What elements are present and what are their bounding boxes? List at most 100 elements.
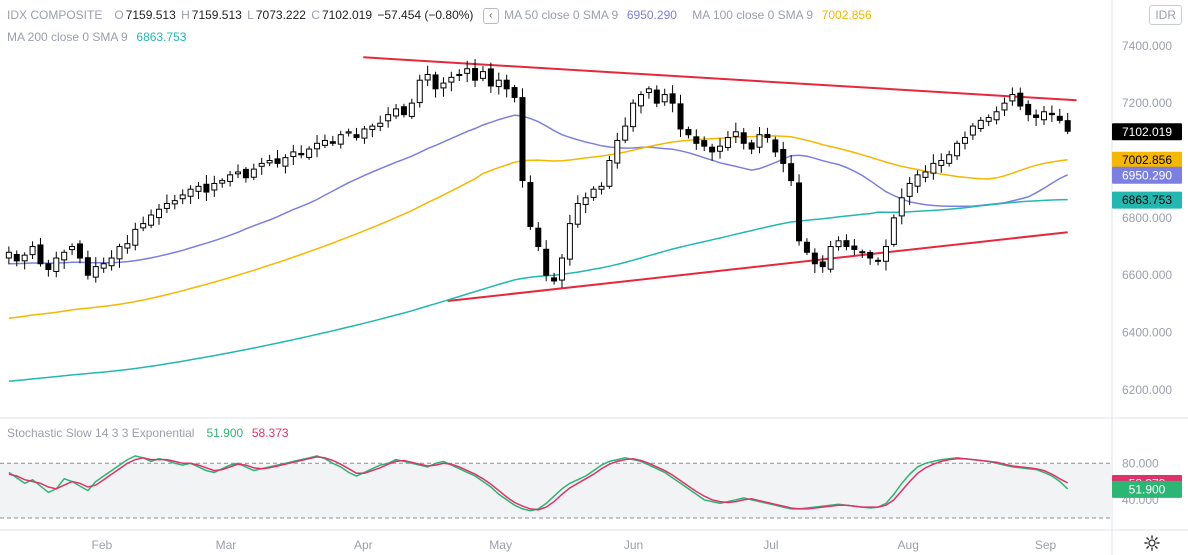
candle-body (796, 182, 803, 242)
candle-body (677, 103, 684, 130)
candle-body (1056, 115, 1063, 121)
candle-body (195, 185, 202, 192)
candle-body (890, 217, 897, 245)
close-value: 7102.019 (321, 8, 373, 23)
candle-body (653, 89, 660, 104)
stochastic-label: Stochastic Slow 14 3 3 Exponential (7, 426, 195, 440)
candle-body (76, 243, 83, 259)
time-tick-label: May (489, 538, 512, 552)
candle-body (811, 252, 818, 265)
stochastic-tick-label: 80.000 (1122, 456, 1159, 470)
candle-body (867, 252, 874, 259)
time-tick-label: Jul (763, 538, 778, 552)
candle-body (124, 243, 131, 249)
candle-body (630, 102, 637, 128)
candle-body (1033, 114, 1040, 118)
candle-body (946, 154, 953, 164)
ma200-value: 6863.753 (136, 30, 187, 44)
candle-body (882, 246, 889, 262)
candle-body (803, 241, 810, 253)
candle-body (638, 94, 645, 107)
ma200-label: MA 200 close 0 SMA 9 (7, 30, 128, 44)
candle-body (717, 145, 724, 152)
low-value: 7073.222 (255, 8, 306, 23)
time-tick-label: Jun (624, 538, 643, 552)
candle-body (171, 200, 178, 205)
candle-body (954, 142, 961, 157)
ma-line-ma200 (8, 198, 1068, 383)
candle-body (606, 160, 613, 187)
ma200-badge-bg (1112, 191, 1182, 209)
ma50-badge: 6950.290 (1122, 168, 1172, 182)
chevron-left-icon[interactable]: ‹ (482, 8, 499, 24)
candle-body (898, 197, 905, 217)
high-value: 7159.513 (191, 8, 242, 23)
candle-body (590, 188, 597, 198)
candle-body (290, 151, 297, 158)
candle-body (464, 68, 471, 74)
candle-body (219, 180, 226, 184)
ma200-legend: MA 200 close 0 SMA 9 6863.753 (7, 30, 188, 44)
candle-body (13, 253, 20, 262)
candle-body (148, 214, 155, 226)
candle-body (772, 139, 779, 153)
candle-body (361, 128, 368, 139)
candle-body (140, 223, 147, 229)
candle-body (835, 240, 842, 248)
candle-body (84, 257, 91, 276)
candle-body (732, 131, 739, 137)
last-price-badge-bg (1112, 123, 1182, 141)
currency-button[interactable]: IDR (1149, 5, 1182, 25)
ma50-badge-bg (1112, 166, 1182, 184)
candle-body (527, 182, 534, 227)
candle-body (369, 125, 376, 130)
candle-body (345, 131, 352, 134)
candle-body (424, 73, 431, 81)
candle-body (472, 67, 479, 81)
candle-body (266, 160, 273, 164)
candle-body (432, 74, 439, 90)
candle-body (92, 266, 99, 278)
candle-body (314, 142, 321, 150)
candle-body (985, 117, 992, 122)
gear-icon[interactable] (1144, 535, 1160, 551)
candle-body (724, 137, 731, 148)
candle-body (61, 251, 68, 261)
candle-body (543, 248, 550, 276)
candle-body (503, 79, 510, 90)
trendline-lower (447, 231, 1068, 303)
candle-body (353, 134, 360, 139)
ma100-label: MA 100 close 0 SMA 9 (692, 8, 813, 23)
candle-body (614, 139, 621, 164)
candle-body (211, 182, 218, 191)
candle-body (1025, 103, 1032, 116)
candle-body (203, 183, 210, 193)
price-tick-label: 6200.000 (1122, 383, 1172, 397)
stochastic-d-value: 58.373 (251, 426, 289, 440)
candle-body (37, 244, 44, 265)
price-tick-label: 6800.000 (1122, 211, 1172, 225)
candle-body (709, 146, 716, 153)
low-label: L (247, 8, 254, 23)
time-tick-label: Apr (354, 538, 373, 552)
ma100-value: 7002.856 (821, 8, 872, 23)
candle-body (1048, 112, 1055, 116)
candle-body (701, 140, 708, 147)
candle-body (45, 263, 52, 270)
candle-body (748, 142, 755, 150)
candle-body (385, 114, 392, 122)
change-value: −57.454 (−0.80%) (377, 8, 474, 23)
candle-body (566, 223, 573, 260)
candle-body (495, 79, 502, 88)
candle-body (258, 162, 265, 167)
ma100-badge-bg (1112, 151, 1182, 169)
candle-body (155, 208, 162, 219)
time-tick-label: Aug (898, 538, 919, 552)
ma50-label: MA 50 close 0 SMA 9 (504, 8, 619, 23)
price-legend: IDX COMPOSITE O 7159.513 H 7159.513 L 7073.… (7, 8, 874, 24)
candle-body (487, 68, 494, 87)
symbol-name: IDX COMPOSITE (7, 8, 103, 23)
candle-body (29, 246, 36, 256)
candle-body (298, 152, 305, 156)
